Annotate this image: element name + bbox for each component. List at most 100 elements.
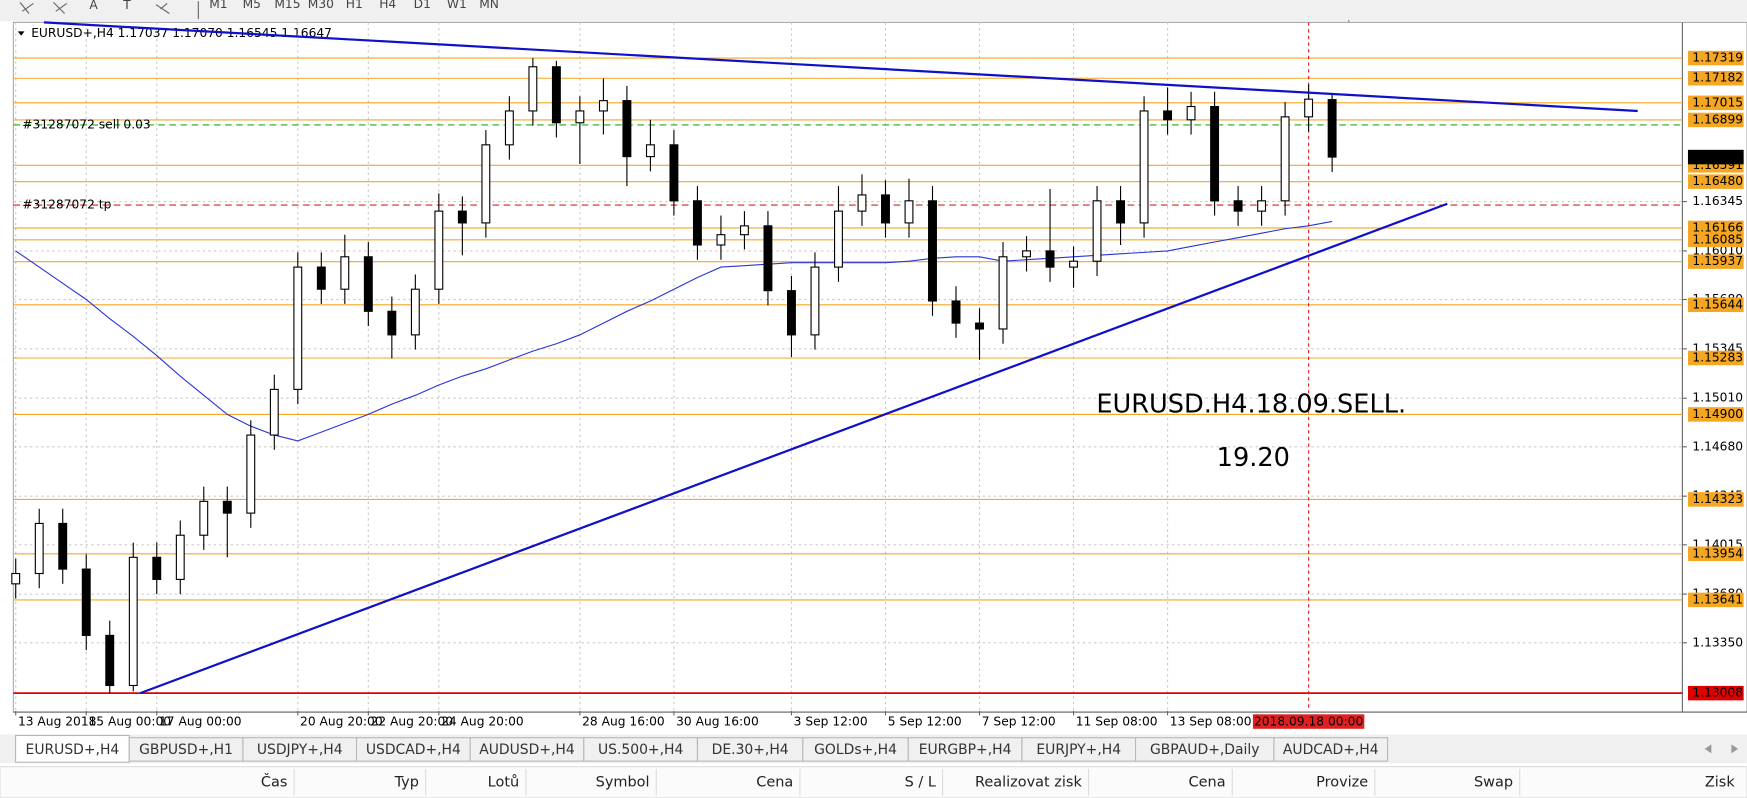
column-header[interactable]: Lotů [488,774,520,790]
timeframe-button[interactable]: M15 [274,0,300,11]
level-box [1687,297,1744,313]
current-price-label: 1.16647 [1692,150,1743,164]
level-box [1687,254,1744,269]
candle-body [575,110,585,124]
level-box [1687,407,1744,422]
timeframe-button[interactable]: M30 [308,0,334,11]
timeframe-button[interactable]: W1 [447,0,467,11]
candle-body [363,256,373,312]
candle-body [1186,105,1196,121]
tab-label[interactable]: USDJPY+,H4 [257,742,343,758]
level-box [1687,112,1744,128]
candle-body [152,556,162,580]
level-box [1687,350,1744,366]
level-label: 1.16085 [1692,232,1743,246]
level-box [1687,220,1744,236]
tool-button[interactable]: A [89,0,98,12]
toolbar-icons [19,1,199,20]
candle-body [692,200,702,246]
candle-body [246,434,256,514]
candle-body [1233,200,1243,212]
column-header[interactable]: Čas [261,772,288,790]
y-tick-label: 1.14680 [1692,439,1743,453]
level-box [1687,95,1744,111]
tab-label[interactable]: USDCAD+,H4 [366,742,461,758]
column-header[interactable]: Provize [1316,774,1368,790]
column-header[interactable]: Swap [1474,774,1513,790]
level-box [1687,50,1744,66]
current-price-box [1687,149,1744,165]
candle-body [387,310,397,336]
level-label: 1.13954 [1692,546,1743,560]
candle-body [1045,250,1055,268]
level-box [1687,71,1744,86]
icon [53,1,68,14]
tool-button[interactable]: T [122,0,131,12]
level-box [1687,232,1744,248]
level-label: 1.14900 [1692,407,1743,421]
column-header[interactable]: Typ [394,774,419,790]
timeframe-button[interactable]: H4 [379,0,396,11]
column-header[interactable]: Cena [1189,774,1226,790]
candle-body [410,288,420,336]
x-tick-label: 3 Sep 12:00 [794,715,868,729]
candle-body [316,266,326,290]
timeframe-button[interactable]: MN [479,0,499,11]
tab-label[interactable]: AUDUSD+,H4 [479,742,575,758]
candle-body [1280,116,1290,202]
candle-body [1210,105,1220,202]
timeframe-button[interactable]: D1 [414,0,431,11]
candle-body [1327,99,1337,158]
candle-body [58,522,68,570]
candle-body [928,200,937,302]
x-tick-label: 15 Aug 00:00 [88,715,171,729]
timeframe-button[interactable]: M5 [243,0,261,11]
level-label: 1.15937 [1692,254,1743,268]
level-box [1687,592,1744,608]
icon [155,3,170,14]
period-low-label: 1.13008 [1692,686,1743,700]
chart-area [12,21,1747,713]
toolbar [0,0,1747,22]
level-label: 1.13641 [1692,592,1743,606]
timeframe-button[interactable]: H1 [346,0,363,11]
tab[interactable] [1273,737,1389,762]
column-header[interactable]: S / L [905,774,936,790]
tab-label[interactable]: AUDCAD+,H4 [1283,742,1379,758]
tab-label[interactable]: GBPUSD+,H1 [139,742,233,758]
chart-menu-arrow [17,31,25,36]
tab-label[interactable]: EURJPY+,H4 [1036,742,1121,758]
candle-body [457,210,467,224]
column-header[interactable]: Realizovat zisk [975,774,1083,790]
candle-body [199,500,209,536]
candle-body [716,234,726,246]
column-header[interactable]: Cena [756,774,793,790]
y-tick-label: 1.15010 [1692,391,1743,405]
trendline [139,202,1448,695]
y-tick-label: 1.16345 [1692,194,1743,208]
tab-label[interactable]: US.500+,H4 [598,742,683,758]
tab-label[interactable]: EURGBP+,H4 [919,742,1012,758]
tab[interactable] [15,734,130,763]
tab-label[interactable]: GBPAUD+,Daily [1150,742,1259,758]
candle-body [763,225,773,292]
candle-body [739,225,749,236]
tab-label[interactable]: DE.30+,H4 [712,742,789,758]
candle-body [857,194,867,212]
tab-label[interactable]: EURUSD+,H4 [26,742,120,758]
tab-label[interactable]: GOLDs+,H4 [814,742,897,758]
candle-body [1069,260,1078,268]
x-tick-label: 17 Aug 00:00 [159,715,242,729]
column-header[interactable]: Zisk [1705,774,1735,790]
candle-body [975,322,984,330]
candle-body [81,568,91,636]
trendline [43,21,1638,113]
candle-body [1304,98,1314,118]
column-header[interactable]: Symbol [596,774,650,790]
candle-body [105,634,115,687]
level-label: 1.17319 [1692,51,1743,65]
candle-body [1092,200,1102,262]
tab-scroll[interactable] [1704,744,1739,754]
timeframe-button[interactable]: M1 [209,0,227,11]
candle-body [128,556,138,687]
